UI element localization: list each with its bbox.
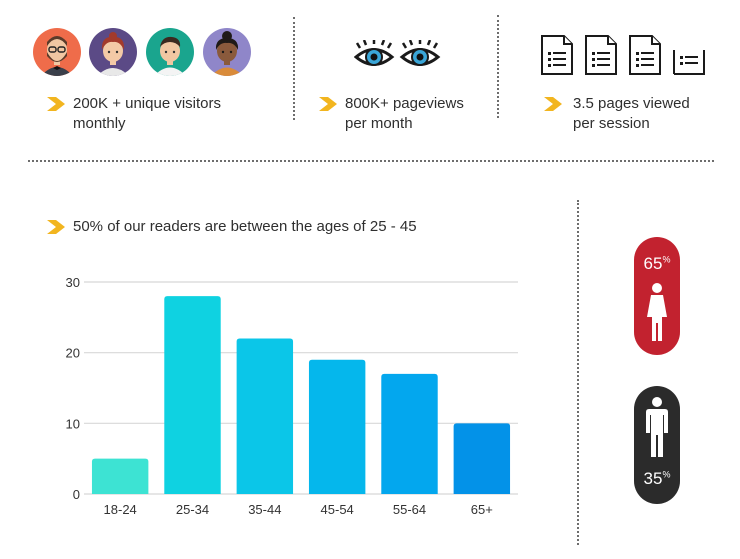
x-tick-label: 65+ <box>471 502 493 517</box>
female-value: 65 <box>643 254 663 273</box>
male-value: 35 <box>643 469 663 488</box>
female-unit: % <box>662 254 671 265</box>
y-tick-label: 10 <box>66 416 80 431</box>
bar-45-54 <box>308 359 366 494</box>
bar-18-24 <box>91 458 149 494</box>
chevron-arrow-icon <box>544 97 562 111</box>
document-pages-icon <box>541 35 705 75</box>
bar-25-34 <box>164 296 221 494</box>
x-tick-label: 18-24 <box>104 502 137 517</box>
male-percentage: 35% <box>634 469 680 489</box>
female-pill: 65% <box>634 237 680 355</box>
bar-35-44 <box>236 338 294 494</box>
chart-heading: 50% of our readers are between the ages … <box>73 218 417 235</box>
stat-pages-per-session: 3.5 pages viewed per session <box>573 94 690 134</box>
bar-55-64 <box>381 373 438 494</box>
stat-pages-line1: 3.5 pages viewed <box>573 95 690 112</box>
avatar-woman-ponytail <box>89 28 137 76</box>
divider-vertical <box>577 200 579 545</box>
chevron-arrow-icon <box>47 97 65 111</box>
male-pill: 35% <box>634 386 680 504</box>
y-tick-label: 0 <box>73 487 80 502</box>
stat-visitors-line1: 200K + unique visitors <box>73 95 222 112</box>
stat-pageviews-line1: 800K+ pageviews <box>345 95 464 112</box>
divider-vertical <box>293 17 295 120</box>
avatar-woman-bun <box>203 28 251 76</box>
x-tick-label: 45-54 <box>321 502 354 517</box>
stat-visitors: 200K + unique visitors monthly <box>73 94 221 134</box>
divider-horizontal <box>28 160 714 162</box>
avatar-bearded-man <box>33 28 81 76</box>
y-tick-label: 20 <box>66 346 80 361</box>
female-icon <box>647 283 667 341</box>
stat-pages-line2: per session <box>573 115 650 132</box>
x-tick-label: 35-44 <box>248 502 281 517</box>
x-tick-label: 25-34 <box>176 502 209 517</box>
chevron-arrow-icon <box>319 97 337 111</box>
x-tick-label: 55-64 <box>393 502 426 517</box>
y-tick-label: 30 <box>66 275 80 290</box>
male-icon <box>646 397 668 457</box>
stat-pageviews-line2: per month <box>345 115 413 132</box>
divider-vertical <box>497 15 499 118</box>
male-unit: % <box>662 469 671 480</box>
chevron-arrow-icon <box>47 220 65 234</box>
stat-visitors-line2: monthly <box>73 115 126 132</box>
stat-pageviews: 800K+ pageviews per month <box>345 94 464 134</box>
female-percentage: 65% <box>634 254 680 274</box>
bar-65+ <box>453 423 511 494</box>
eyes-icon <box>354 40 441 66</box>
age-bar-chart: 0 10 20 30 18-24 25-34 35-44 45-54 55-64 65+ <box>66 275 518 517</box>
avatar-man-teal <box>146 28 194 76</box>
